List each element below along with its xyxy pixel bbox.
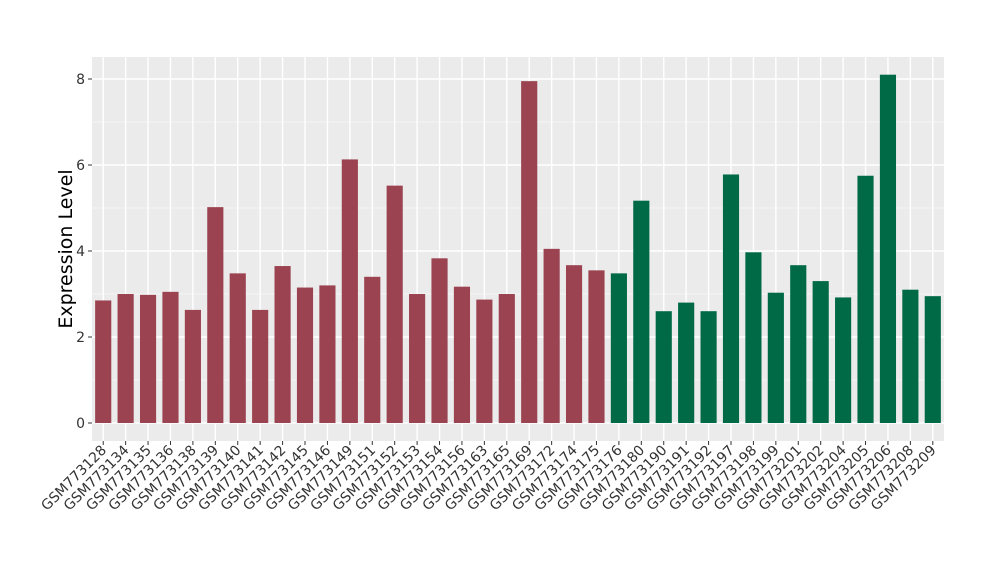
bars xyxy=(95,74,941,424)
bar-GSM773205 xyxy=(857,175,874,423)
bar-GSM773165 xyxy=(498,294,515,423)
bar-GSM773139 xyxy=(207,207,224,423)
bar-GSM773153 xyxy=(409,294,426,423)
bar-GSM773208 xyxy=(902,289,919,423)
bar-GSM773156 xyxy=(453,286,471,423)
bar-GSM773191 xyxy=(678,302,695,423)
bar-GSM773154 xyxy=(431,258,448,423)
bar-GSM773175 xyxy=(588,270,605,423)
bar-GSM773128 xyxy=(95,300,112,423)
bar-GSM773206 xyxy=(879,74,897,423)
bar-GSM773169 xyxy=(521,81,538,424)
bar-GSM773136 xyxy=(162,291,179,423)
y-tick-label: 4 xyxy=(76,244,85,260)
bar-GSM773138 xyxy=(184,309,201,423)
bar-GSM773172 xyxy=(543,248,560,423)
bar-GSM773198 xyxy=(745,252,762,423)
bar-GSM773152 xyxy=(386,185,403,423)
bar-GSM773145 xyxy=(296,287,314,423)
bar-GSM773141 xyxy=(252,309,269,423)
y-tick-label: 0 xyxy=(76,416,85,432)
y-axis-title: Expression Level xyxy=(55,169,77,328)
bar-GSM773192 xyxy=(700,311,717,423)
bar-GSM773151 xyxy=(364,276,381,423)
bar-GSM773176 xyxy=(610,273,627,423)
bar-GSM773180 xyxy=(633,200,650,423)
bar-GSM773163 xyxy=(476,299,493,423)
bar-GSM773201 xyxy=(790,265,807,423)
bar-GSM773134 xyxy=(117,294,134,423)
y-axis: 0 2 4 6 8 xyxy=(76,72,92,432)
bar-GSM773190 xyxy=(655,311,672,423)
bar-GSM773209 xyxy=(924,296,941,423)
bar-GSM773197 xyxy=(722,174,740,423)
bar-GSM773135 xyxy=(139,294,157,423)
bar-GSM773204 xyxy=(835,297,852,423)
bar-GSM773140 xyxy=(229,273,246,423)
bar-GSM773149 xyxy=(341,159,358,423)
bar-GSM773174 xyxy=(565,265,583,423)
bar-GSM773199 xyxy=(767,292,784,423)
bar-GSM773146 xyxy=(319,285,336,423)
x-axis: GSM773128GSM773134GSM773135GSM773136GSM7… xyxy=(38,441,940,514)
y-tick-label: 6 xyxy=(76,158,85,174)
y-tick-label: 8 xyxy=(76,72,85,88)
bar-GSM773202 xyxy=(812,281,829,423)
y-tick-label: 2 xyxy=(76,330,85,346)
bar-GSM773142 xyxy=(274,266,291,423)
